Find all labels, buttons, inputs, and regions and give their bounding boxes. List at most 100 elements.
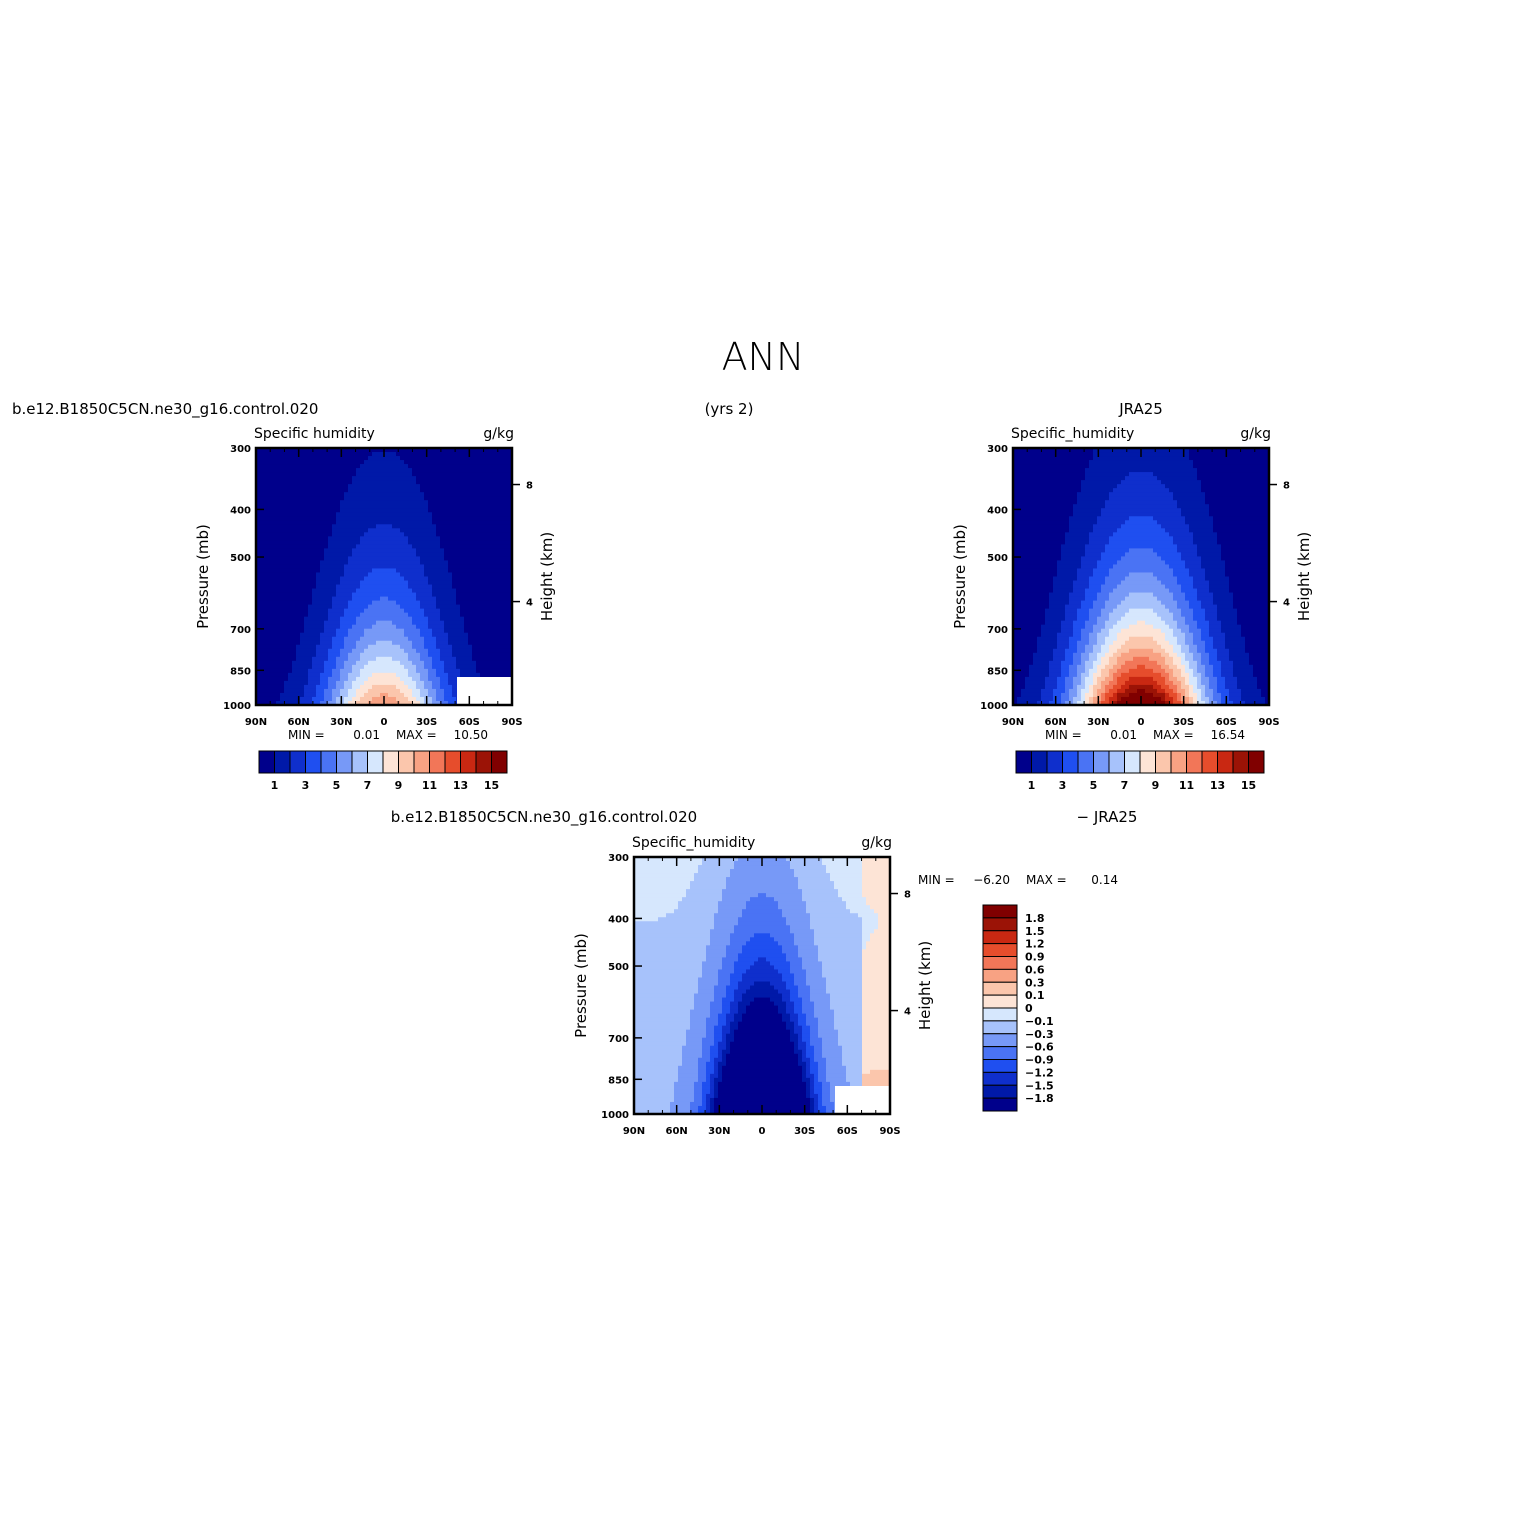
contour-cell — [464, 661, 469, 666]
contour-cell — [328, 597, 333, 602]
contour-cell — [1041, 540, 1046, 545]
contour-cell — [1037, 649, 1042, 654]
contour-cell — [356, 685, 361, 690]
contour-cell — [396, 496, 401, 501]
contour-cell — [1053, 536, 1058, 541]
contour-cell — [264, 504, 269, 509]
contour-cell — [412, 645, 417, 650]
contour-cell — [436, 512, 441, 517]
contour-cell — [292, 496, 297, 501]
contour-cell — [316, 520, 321, 525]
contour-cell — [1045, 673, 1050, 678]
contour-cell — [460, 572, 465, 577]
contour-cell — [292, 460, 297, 465]
contour-cell — [1053, 669, 1058, 674]
contour-cell — [264, 460, 269, 465]
contour-cell — [304, 633, 309, 638]
contour-cell — [476, 556, 481, 561]
contour-cell — [472, 669, 477, 674]
contour-cell — [396, 645, 401, 650]
contour-cell — [344, 637, 349, 642]
contour-cell — [1041, 492, 1046, 497]
contour-cell — [288, 460, 293, 465]
contour-cell — [448, 508, 453, 513]
contour-cell — [280, 524, 285, 529]
contour-cell — [264, 633, 269, 638]
contour-cell — [292, 464, 297, 469]
contour-cell — [368, 597, 373, 602]
contour-cell — [348, 516, 353, 521]
contour-cell — [420, 601, 425, 606]
contour-cell — [308, 645, 313, 650]
contour-cell — [408, 605, 413, 610]
contour-cell — [476, 456, 481, 461]
contour-cell — [428, 669, 433, 674]
contour-cell — [372, 601, 377, 606]
contour-cell — [300, 560, 305, 565]
contour-cell — [328, 460, 333, 465]
contour-cell — [308, 460, 313, 465]
contour-cell — [1029, 496, 1034, 501]
contour-cell — [316, 528, 321, 533]
contour-cell — [376, 693, 381, 698]
contour-cell — [1061, 508, 1066, 513]
contour-cell — [328, 468, 333, 473]
contour-cell — [360, 480, 365, 485]
contour-cell — [464, 480, 469, 485]
contour-cell — [264, 552, 269, 557]
contour-cell — [500, 572, 505, 577]
contour-cell — [260, 456, 265, 461]
contour-cell — [368, 625, 373, 630]
contour-cell — [1033, 645, 1038, 650]
contour-cell — [504, 460, 509, 465]
contour-cell — [384, 653, 389, 658]
contour-cell — [416, 629, 421, 634]
contour-cell — [272, 552, 277, 557]
contour-cell — [296, 460, 301, 465]
contour-cell — [460, 536, 465, 541]
contour-cell — [412, 544, 417, 549]
contour-cell — [308, 512, 313, 517]
contour-cell — [376, 689, 381, 694]
contour-cell — [388, 633, 393, 638]
contour-cell — [332, 653, 337, 658]
contour-cell — [480, 536, 485, 541]
contour-cell — [1029, 649, 1034, 654]
contour-cell — [288, 629, 293, 634]
contour-cell — [388, 508, 393, 513]
contour-cell — [276, 468, 281, 473]
contour-cell — [1053, 476, 1058, 481]
contour-cell — [1021, 641, 1026, 646]
contour-cell — [468, 637, 473, 642]
contour-cell — [356, 456, 361, 461]
contour-cell — [368, 464, 373, 469]
contour-cell — [440, 685, 445, 690]
contour-cell — [496, 524, 501, 529]
contour-cell — [376, 472, 381, 477]
contour-cell — [324, 585, 329, 590]
contour-cell — [276, 464, 281, 469]
contour-cell — [440, 500, 445, 505]
contour-cell — [452, 665, 457, 670]
contour-cell — [312, 617, 317, 622]
contour-cell — [1061, 472, 1066, 477]
contour-cell — [384, 689, 389, 694]
contour-cell — [468, 552, 473, 557]
contour-cell — [1045, 633, 1050, 638]
contour-cell — [332, 577, 337, 582]
contour-cell — [1041, 605, 1046, 610]
contour-cell — [336, 488, 341, 493]
contour-cell — [456, 605, 461, 610]
contour-cell — [504, 520, 509, 525]
contour-cell — [392, 504, 397, 509]
colorbar-box — [399, 751, 415, 773]
contour-cell — [344, 520, 349, 525]
contour-cell — [492, 540, 497, 545]
contour-cell — [1057, 520, 1062, 525]
contour-cell — [484, 504, 489, 509]
contour-cell — [332, 609, 337, 614]
contour-cell — [340, 677, 345, 682]
contour-cell — [472, 472, 477, 477]
contour-cell — [316, 645, 321, 650]
contour-cell — [480, 633, 485, 638]
